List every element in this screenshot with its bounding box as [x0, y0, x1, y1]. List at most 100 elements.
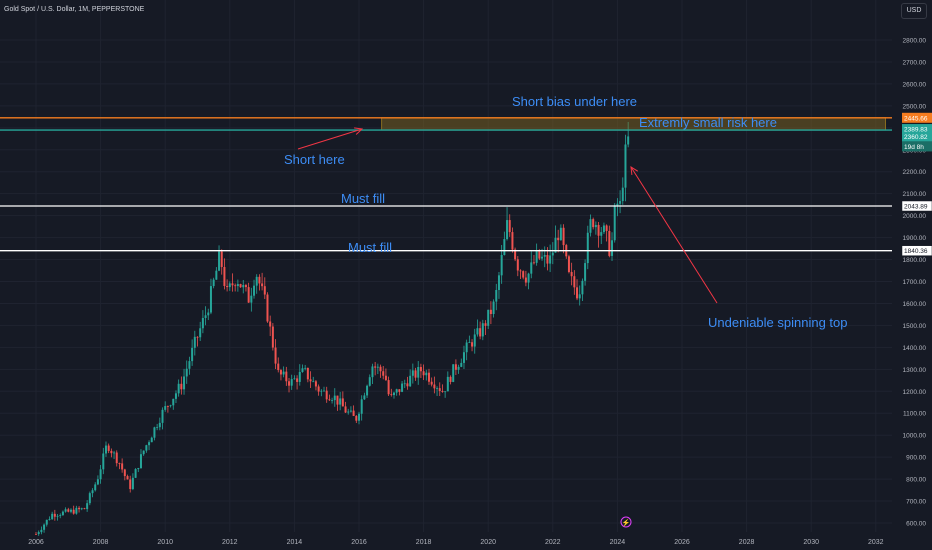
lightning-icon[interactable] — [620, 516, 632, 528]
candle-body — [519, 270, 522, 272]
candle-body — [436, 388, 439, 389]
candle-body — [465, 342, 468, 353]
candle-body — [282, 371, 285, 375]
candle-body — [271, 326, 274, 348]
candle-body — [376, 366, 379, 368]
candle-body — [401, 383, 404, 392]
candle-body — [586, 232, 589, 264]
candle-body — [320, 390, 323, 392]
candle-body — [328, 399, 331, 401]
candle-body — [484, 323, 487, 326]
candle-body — [121, 463, 124, 470]
candle-body — [339, 398, 342, 405]
y-tick-label: 1100.00 — [903, 411, 926, 418]
candle-body — [541, 256, 544, 259]
candle-body — [605, 225, 608, 231]
y-tick-label: 1000.00 — [903, 433, 927, 440]
candle-body — [441, 391, 444, 392]
candle-body — [430, 381, 433, 385]
candle-body — [347, 411, 350, 413]
annotation-short-here: Short here — [284, 152, 345, 167]
candle-body — [277, 363, 280, 371]
price-axis[interactable]: 600.00 700.00 800.00 900.00 1000.00 1100.00 12… — [892, 0, 932, 550]
candle-body — [131, 477, 134, 490]
candle-body — [457, 366, 460, 370]
candle-body — [188, 361, 191, 369]
candle-body — [169, 405, 172, 407]
candle-body — [500, 255, 503, 276]
candle-body — [180, 383, 183, 390]
candle-body — [158, 422, 161, 428]
candle-body — [266, 294, 269, 322]
x-tick-label: 2028 — [739, 539, 755, 546]
y-tick-label: 1900.00 — [903, 235, 927, 242]
candle-body — [156, 427, 159, 428]
candle-body — [56, 515, 59, 517]
y-tick-label: 2800.00 — [903, 38, 927, 45]
candle-body — [468, 342, 471, 344]
candle-body — [352, 410, 355, 416]
candle-body — [487, 309, 490, 326]
candle-body — [374, 366, 377, 368]
candle-body — [619, 201, 622, 204]
candle-body — [142, 450, 145, 455]
candle-body — [226, 285, 229, 288]
candle-body — [261, 283, 264, 287]
candle-body — [244, 285, 247, 288]
time-axis[interactable]: 2006 2008 2010 2012 2014 2016 2018 2020 2022 2024… — [28, 516, 884, 546]
candle-body — [220, 251, 223, 267]
candle-body — [452, 364, 455, 382]
candle-body — [403, 383, 406, 385]
candle-body — [234, 285, 237, 287]
candle-body — [253, 285, 256, 296]
candle-body — [298, 371, 301, 382]
candle-body — [67, 509, 70, 512]
candle-body — [608, 230, 611, 256]
candle-body — [37, 532, 40, 535]
candle-body — [177, 383, 180, 394]
currency-button[interactable]: USD — [901, 3, 927, 19]
candle-body — [129, 479, 132, 490]
candle-body — [479, 328, 482, 337]
candle-body — [139, 454, 142, 469]
candle-body — [212, 279, 215, 287]
candle-body — [382, 371, 385, 376]
candle-body — [567, 256, 570, 273]
candle-body — [454, 364, 457, 370]
candle-body — [279, 370, 282, 375]
candle-body — [45, 519, 48, 525]
candle-body — [288, 381, 291, 386]
candle-body — [126, 476, 129, 480]
candle-body — [118, 463, 121, 464]
candle-body — [172, 398, 175, 406]
x-tick-label: 2032 — [868, 539, 884, 546]
candle-body — [91, 490, 94, 494]
candle-body — [417, 367, 420, 378]
candle-body — [166, 406, 169, 407]
x-tick-label: 2006 — [28, 539, 44, 546]
candle-body — [239, 284, 242, 288]
candle-body — [460, 362, 463, 367]
candle-body — [409, 375, 412, 387]
price-label: 2445.66 — [904, 115, 928, 122]
candle-body — [366, 385, 369, 396]
candle-body — [164, 406, 167, 410]
y-tick-label: 1300.00 — [903, 367, 927, 374]
x-tick-label: 2020 — [480, 539, 496, 546]
candle-body — [589, 219, 592, 233]
y-tick-label: 700.00 — [906, 499, 926, 506]
candle-body — [285, 371, 288, 382]
annotation-small-risk: Extremly small risk here — [639, 115, 777, 130]
candle-body — [263, 286, 266, 295]
candle-body — [336, 395, 339, 405]
candle-body — [150, 437, 153, 443]
candle-body — [392, 392, 395, 396]
candle-body — [255, 276, 258, 286]
candle-body — [473, 334, 476, 347]
candle-body — [94, 484, 97, 491]
candle-body — [64, 509, 67, 512]
candle-body — [104, 445, 107, 454]
price-label: 2389.83 — [904, 127, 928, 134]
y-tick-label: 2700.00 — [903, 59, 927, 66]
